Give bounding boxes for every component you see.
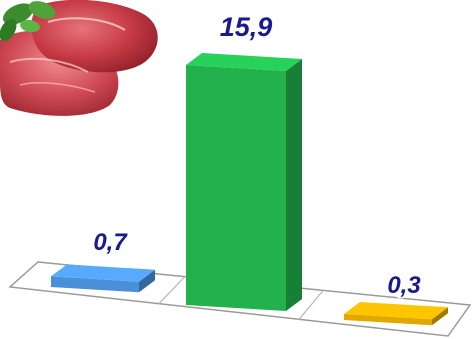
- raw-meat-photo-icon: [0, 0, 170, 125]
- bar-side-face: [139, 269, 155, 293]
- bar-3: [344, 302, 448, 326]
- bars-group: [51, 53, 448, 326]
- value-labels-group: 0,7 15,9 0,3: [92, 11, 423, 301]
- floor-divider: [298, 289, 324, 320]
- bar-top-face: [344, 302, 448, 320]
- bar-front-face: [51, 276, 139, 293]
- floor-divider: [158, 276, 186, 305]
- bar-front-face: [344, 314, 432, 326]
- data-label-2: 15,9: [220, 12, 273, 42]
- bar-2: [186, 53, 302, 311]
- bar-top-face: [186, 53, 302, 71]
- bar-side-face: [286, 59, 302, 311]
- data-label-3: 0,3: [387, 272, 421, 299]
- bar-side-face: [432, 307, 448, 326]
- data-label-1: 0,7: [93, 229, 128, 256]
- bar-1: [51, 264, 155, 293]
- bar-front-face: [186, 65, 286, 311]
- bar-top-face: [51, 264, 155, 282]
